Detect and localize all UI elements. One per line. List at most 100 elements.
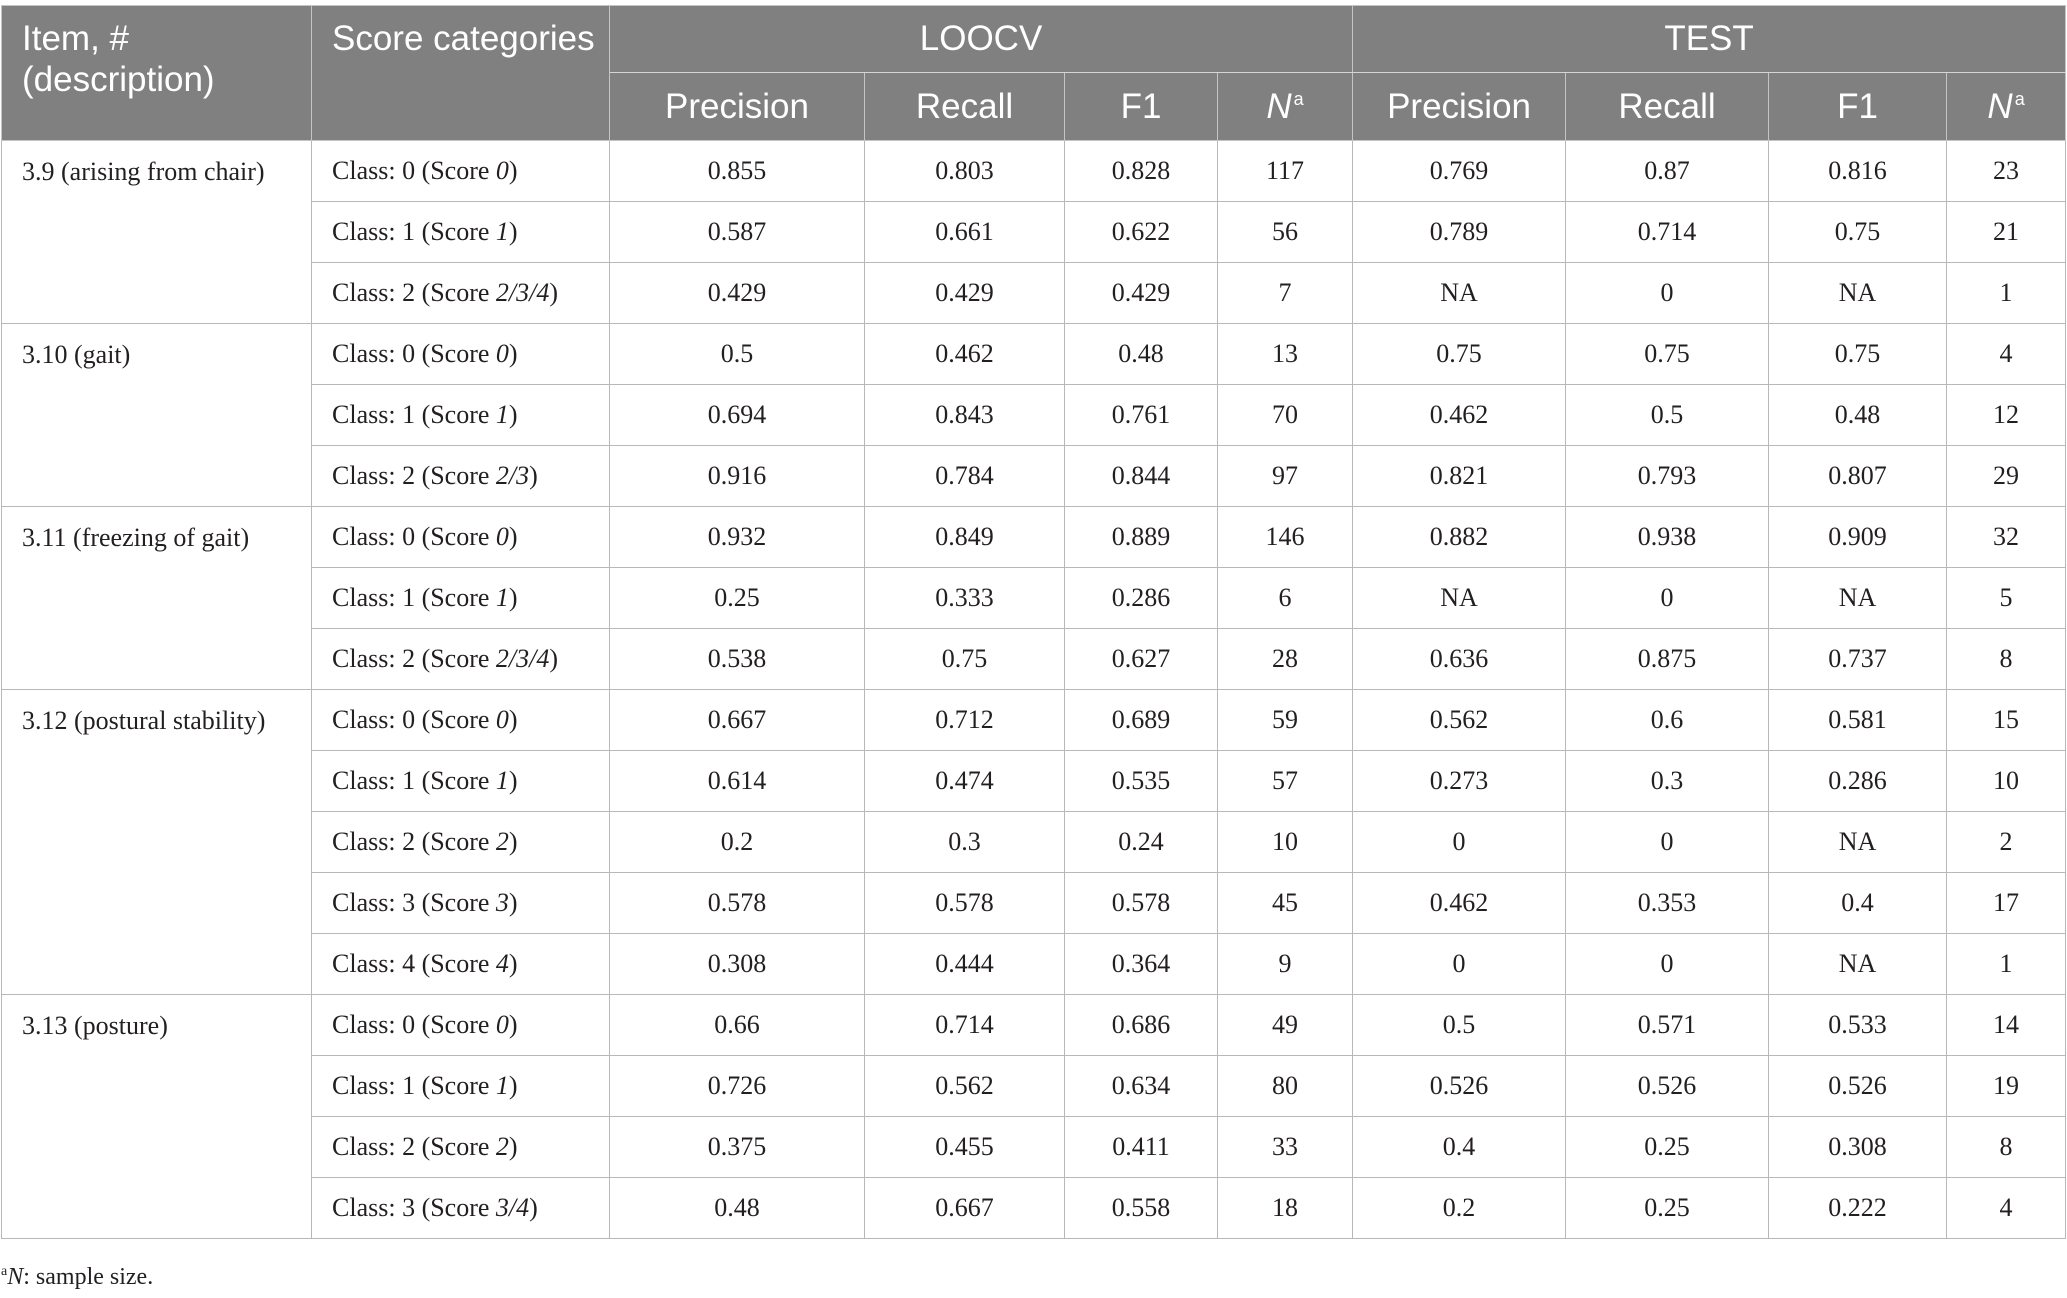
test-recall: 0.526	[1565, 1055, 1770, 1117]
category-cell: Class: 0 (Score 0)	[311, 140, 610, 202]
header-loocv-precision: Precision	[609, 72, 865, 141]
table-row: 3.9 (arising from chair) Class: 0 (Score…	[1, 140, 2067, 324]
test-f1: 0.737	[1768, 628, 1948, 690]
loocv-f1: 0.686	[1064, 994, 1218, 1056]
loocv-precision: 0.614	[609, 750, 865, 812]
loocv-recall: 0.429	[864, 262, 1065, 324]
loocv-f1: 0.844	[1064, 445, 1218, 507]
loocv-recall: 0.661	[864, 201, 1065, 263]
test-recall: 0	[1565, 262, 1770, 324]
test-f1: NA	[1768, 567, 1948, 629]
test-recall: 0	[1565, 811, 1770, 873]
loocv-n: 7	[1216, 262, 1354, 324]
test-recall: 0.875	[1565, 628, 1770, 690]
table-row: Class: 1 (Score 1) 0.726 0.562 0.634 80 …	[2, 1055, 2067, 1117]
test-recall: 0.714	[1565, 201, 1770, 263]
loocv-precision: 0.932	[609, 506, 865, 568]
footnote-symbol: N	[7, 1264, 24, 1290]
header-test-f1: F1	[1768, 72, 1948, 141]
item-cell: 3.12 (postural stability)	[1, 689, 312, 995]
category-cell: Class: 3 (Score 3)	[311, 872, 610, 934]
loocv-n: 80	[1216, 1055, 1354, 1117]
n-superscript: a	[2014, 88, 2025, 109]
test-n: 5	[1946, 567, 2067, 629]
loocv-recall: 0.333	[864, 567, 1065, 629]
test-precision: 0.821	[1352, 445, 1567, 507]
loocv-precision: 0.587	[609, 201, 865, 263]
test-n: 1	[1946, 933, 2067, 995]
test-precision: 0.636	[1352, 628, 1567, 690]
test-n: 17	[1946, 872, 2067, 934]
test-n: 29	[1946, 445, 2067, 507]
item-cell: 3.11 (freezing of gait)	[1, 506, 312, 690]
test-recall: 0.938	[1565, 506, 1770, 568]
n-symbol: N	[1987, 86, 2013, 126]
loocv-f1: 0.578	[1064, 872, 1218, 934]
loocv-precision: 0.855	[609, 140, 865, 202]
test-n: 1	[1946, 262, 2067, 324]
item-cell: 3.9 (arising from chair)	[1, 140, 312, 324]
test-precision: 0.882	[1352, 506, 1567, 568]
test-n: 21	[1946, 201, 2067, 263]
test-precision: 0.2	[1352, 1177, 1567, 1239]
test-precision: 0.789	[1352, 201, 1567, 263]
category-cell: Class: 4 (Score 4)	[311, 933, 610, 995]
loocv-f1: 0.889	[1064, 506, 1218, 568]
test-recall: 0.6	[1565, 689, 1770, 751]
results-table: Item, # (description) Score categories L…	[1, 5, 2067, 1239]
table-row: Class: 1 (Score 1) 0.25 0.333 0.286 6 NA…	[2, 567, 2067, 629]
loocv-f1: 0.634	[1064, 1055, 1218, 1117]
test-precision: NA	[1352, 567, 1567, 629]
test-n: 19	[1946, 1055, 2067, 1117]
category-cell: Class: 0 (Score 0)	[311, 994, 610, 1056]
test-recall: 0.571	[1565, 994, 1770, 1056]
category-cell: Class: 0 (Score 0)	[311, 506, 610, 568]
loocv-f1: 0.689	[1064, 689, 1218, 751]
loocv-n: 9	[1216, 933, 1354, 995]
category-cell: Class: 1 (Score 1)	[311, 567, 610, 629]
test-n: 12	[1946, 384, 2067, 446]
table-row: Class: 3 (Score 3/4) 0.48 0.667 0.558 18…	[2, 1177, 2067, 1239]
table-row: 3.10 (gait) Class: 0 (Score 0) 0.5 0.462…	[1, 323, 2067, 507]
header-loocv-f1: F1	[1064, 72, 1218, 141]
loocv-precision: 0.429	[609, 262, 865, 324]
loocv-recall: 0.784	[864, 445, 1065, 507]
test-recall: 0.353	[1565, 872, 1770, 934]
loocv-precision: 0.2	[609, 811, 865, 873]
test-recall: 0.75	[1565, 323, 1770, 385]
loocv-f1: 0.24	[1064, 811, 1218, 873]
loocv-n: 49	[1216, 994, 1354, 1056]
loocv-n: 59	[1216, 689, 1354, 751]
test-f1: 0.222	[1768, 1177, 1948, 1239]
test-f1: 0.286	[1768, 750, 1948, 812]
loocv-n: 6	[1216, 567, 1354, 629]
test-f1: 0.533	[1768, 994, 1948, 1056]
loocv-n: 146	[1216, 506, 1354, 568]
header-loocv-recall: Recall	[864, 72, 1065, 141]
loocv-f1: 0.429	[1064, 262, 1218, 324]
test-recall: 0	[1565, 567, 1770, 629]
test-f1: 0.308	[1768, 1116, 1948, 1178]
category-cell: Class: 1 (Score 1)	[311, 384, 610, 446]
test-f1: 0.816	[1768, 140, 1948, 202]
header-score-categories: Score categories	[311, 5, 610, 141]
category-cell: Class: 0 (Score 0)	[311, 689, 610, 751]
loocv-recall: 0.714	[864, 994, 1065, 1056]
table-body: 3.9 (arising from chair) Class: 0 (Score…	[1, 140, 2067, 1239]
loocv-recall: 0.3	[864, 811, 1065, 873]
footnote-text: : sample size.	[23, 1264, 154, 1290]
loocv-precision: 0.5	[609, 323, 865, 385]
loocv-precision: 0.48	[609, 1177, 865, 1239]
test-n: 15	[1946, 689, 2067, 751]
loocv-precision: 0.578	[609, 872, 865, 934]
test-recall: 0.87	[1565, 140, 1770, 202]
loocv-f1: 0.761	[1064, 384, 1218, 446]
loocv-precision: 0.916	[609, 445, 865, 507]
test-f1: 0.75	[1768, 201, 1948, 263]
table-row: 3.12 (postural stability) Class: 0 (Scor…	[1, 689, 2067, 995]
loocv-recall: 0.843	[864, 384, 1065, 446]
header-group-loocv: LOOCV	[608, 5, 1354, 73]
loocv-f1: 0.627	[1064, 628, 1218, 690]
loocv-recall: 0.562	[864, 1055, 1065, 1117]
table-row: 3.11 (freezing of gait) Class: 0 (Score …	[1, 506, 2067, 690]
